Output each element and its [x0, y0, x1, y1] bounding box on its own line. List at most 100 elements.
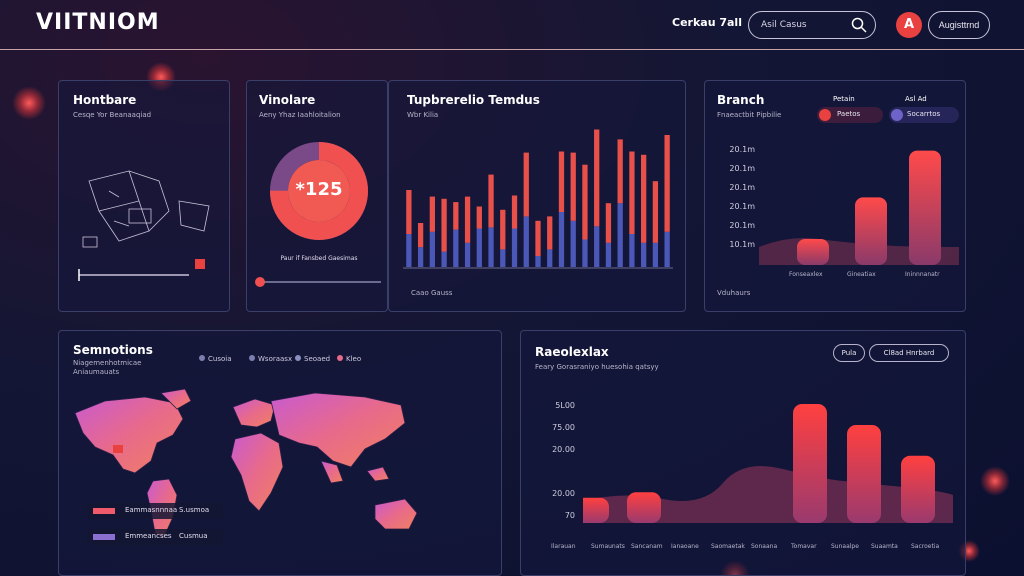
- filter-chip[interactable]: Seoaed: [295, 355, 330, 363]
- panel-title: Tupbrerelio Temdus: [407, 93, 540, 107]
- gauge-value: *125: [295, 179, 343, 200]
- filter-label: Seoaed: [304, 355, 331, 363]
- y-tick: 20.00: [552, 489, 575, 498]
- legend-label: Petain: [833, 95, 855, 103]
- x-label: Saomaetak: [711, 543, 745, 550]
- account-button[interactable]: Augisttrnd: [928, 11, 990, 39]
- panel-subtitle: Feary Gorasraniyo huesohia qatsyy: [535, 363, 659, 371]
- realtime-panel: Raeolexlax Feary Gorasraniyo huesohia qa…: [520, 330, 966, 576]
- trend-bar-upper: [488, 174, 494, 228]
- filter-chip[interactable]: Cusoia: [199, 355, 232, 363]
- glow-decoration: [12, 86, 46, 120]
- search-box: [748, 11, 876, 39]
- trend-bar-upper: [629, 151, 635, 234]
- app-logo[interactable]: VIITNIOM: [36, 10, 160, 35]
- trend-bar-upper: [641, 154, 647, 243]
- gauge-caption: Paur if Fansbed Gaesimas: [280, 255, 358, 262]
- branch-bar: [855, 197, 887, 265]
- legend-tag: Socarrtos: [907, 110, 941, 118]
- dashboard-button[interactable]: Cl8ad Hnrbard: [869, 344, 949, 362]
- donut-gauge: [270, 142, 368, 240]
- trend-bar-upper: [511, 195, 518, 229]
- trends-panel: Tupbrerelio Temdus Wbr Kilia Caao Gauss: [388, 80, 686, 312]
- trend-bar-lower: [441, 251, 447, 267]
- trend-bar-lower: [523, 216, 529, 267]
- trend-bar-lower: [594, 226, 600, 267]
- trend-bar-upper: [476, 206, 482, 229]
- branch-bar: [909, 150, 941, 265]
- trend-bar-lower: [476, 228, 482, 267]
- trend-bar-lower: [453, 229, 459, 267]
- x-label: Tomavar: [791, 543, 817, 550]
- top-bar: VIITNIOM Cerkau 7all A Augisttrnd: [0, 0, 1024, 50]
- y-tick: 20.00: [552, 445, 575, 454]
- hardware-panel: Hontbare Cesqe Yor Beanaaqiad: [58, 80, 230, 312]
- x-label: Sancanam: [631, 543, 663, 550]
- trend-bar-upper: [406, 190, 412, 234]
- trend-bar-lower: [488, 227, 494, 267]
- x-label: Sacroetia: [911, 543, 940, 550]
- x-label: Sumaunats: [591, 543, 625, 550]
- trend-bar-lower: [629, 234, 635, 267]
- x-label: Fonseaxlex: [789, 271, 823, 278]
- trend-bar-lower: [417, 247, 424, 267]
- y-tick: 20.1m: [729, 145, 755, 154]
- chart-footer: Caao Gauss: [411, 289, 453, 297]
- trend-bar-lower: [641, 242, 647, 267]
- trend-bar-lower: [511, 228, 518, 267]
- trend-bar-lower: [500, 249, 506, 267]
- trend-bar-lower: [429, 231, 435, 267]
- panel-title: Branch: [717, 93, 765, 107]
- trend-bar-upper: [535, 220, 541, 256]
- x-label: Ilarauan: [551, 543, 576, 550]
- branch-bar: [797, 239, 829, 265]
- trend-bar-upper: [417, 223, 424, 248]
- map-legend-row: Emmeancses Cusmua: [87, 529, 223, 545]
- trend-bar-lower: [664, 231, 670, 267]
- trend-bar-upper: [652, 181, 659, 243]
- panel-subtitle: Niagemenhotmicae: [73, 359, 142, 367]
- trend-bar-lower: [547, 249, 553, 267]
- y-tick: 20.1m: [729, 164, 755, 173]
- legend-chip-asl[interactable]: Socarrtos: [889, 107, 959, 123]
- trend-bar-upper: [617, 139, 623, 204]
- trend-bar-upper: [582, 164, 588, 240]
- legend-swatch: [93, 534, 115, 540]
- x-label: Ianaoane: [671, 543, 699, 550]
- period-button[interactable]: Pula: [833, 344, 865, 362]
- realtime-bar: [583, 497, 609, 523]
- panel-subtitle: Fnaeactbit Pipbilie: [717, 111, 782, 119]
- x-label: Ininnnanatr: [905, 271, 940, 278]
- y-tick: 10.1m: [729, 240, 755, 249]
- chip-dot-icon: [249, 355, 255, 361]
- search-input[interactable]: [761, 17, 849, 33]
- vinolare-panel: Vinolare Aeny Yhaz Iaahloitalion *125 Pa…: [246, 80, 388, 312]
- realtime-bar: [793, 404, 827, 523]
- avatar[interactable]: A: [896, 12, 922, 38]
- legend-chip-petain[interactable]: Paetos: [817, 107, 883, 123]
- filter-label: Kleo: [346, 355, 362, 363]
- legend-label: Eammasnnnaa: [125, 506, 178, 514]
- legend-label: Emmeancses: [125, 532, 172, 540]
- trend-bar-upper: [547, 216, 553, 250]
- network-diagram: [78, 170, 210, 281]
- search-icon[interactable]: [851, 17, 867, 33]
- realtime-bar: [901, 455, 935, 523]
- legend-swatch: [93, 508, 115, 514]
- filter-chip[interactable]: Kleo: [337, 355, 361, 363]
- panel-subtitle: Cesqe Yor Beanaaqiad: [73, 111, 152, 119]
- filter-chip[interactable]: Wsoraasx: [249, 355, 292, 363]
- chip-dot-icon: [337, 355, 343, 361]
- trend-bar-upper: [558, 151, 565, 212]
- chip-dot-icon: [295, 355, 301, 361]
- world-map[interactable]: [65, 383, 495, 563]
- slider-track[interactable]: [259, 281, 381, 283]
- legend-tag: Paetos: [837, 110, 861, 118]
- trends-chart: [403, 129, 673, 269]
- trend-bar-upper: [664, 135, 670, 232]
- slider-handle[interactable]: [255, 277, 265, 287]
- legend-value: S.usmoa: [179, 506, 210, 514]
- panel-title: Hontbare: [73, 93, 137, 107]
- trend-bar-lower: [582, 239, 588, 267]
- trend-bar-lower: [605, 242, 612, 267]
